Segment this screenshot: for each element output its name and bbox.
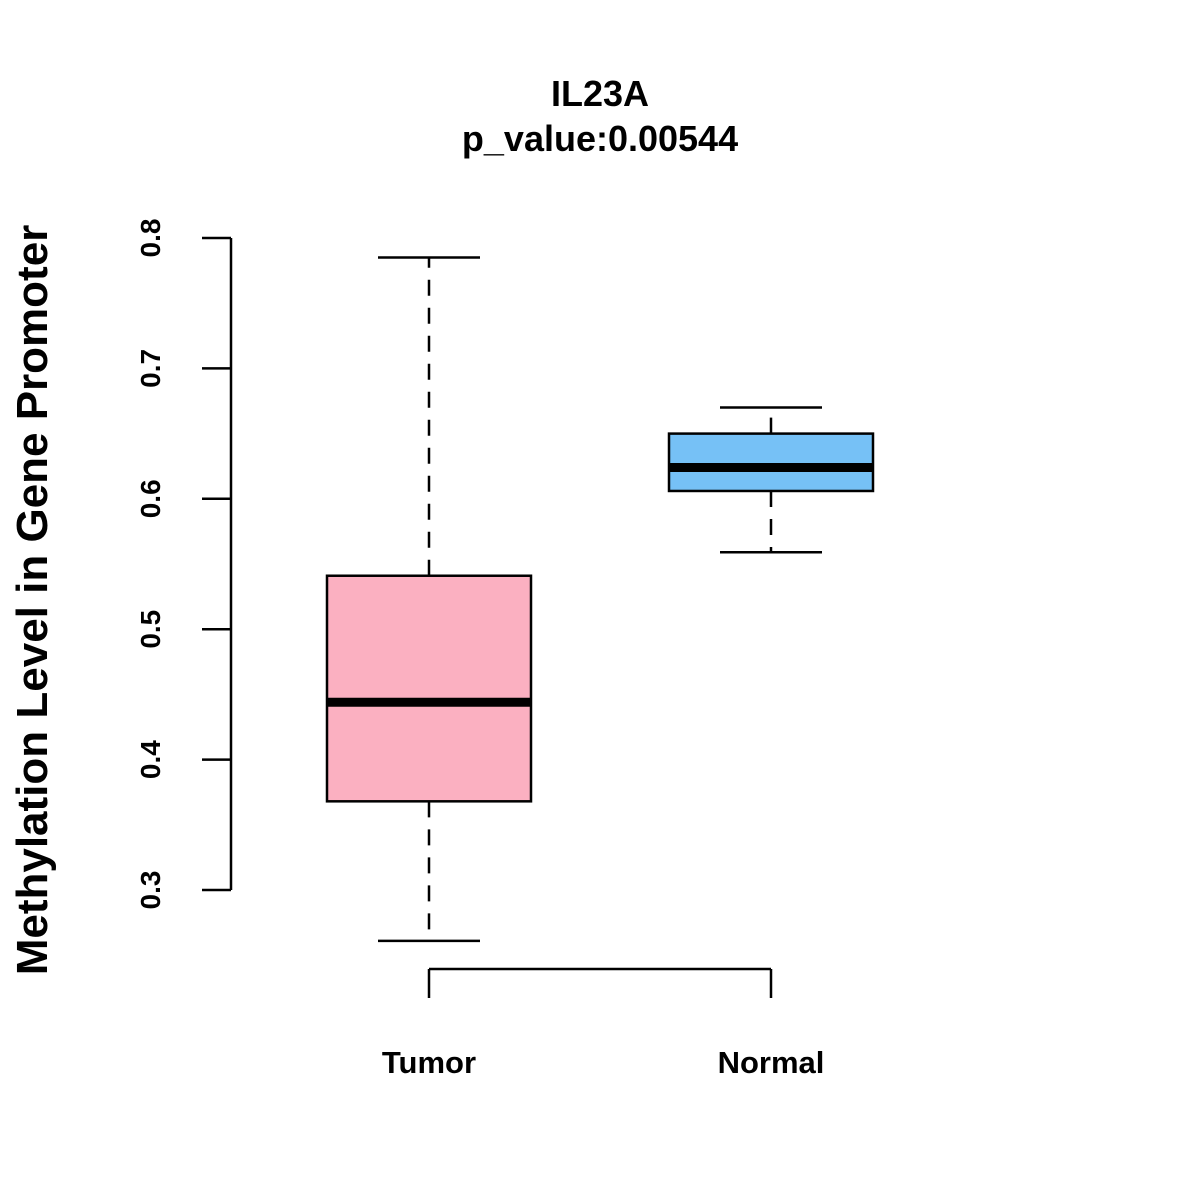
y-tick-label: 0.4 xyxy=(135,740,166,779)
x-tick-label: Normal xyxy=(718,1045,825,1080)
box-normal xyxy=(667,406,875,554)
y-axis-label: Methylation Level in Gene Promoter xyxy=(8,225,57,976)
iqr-box xyxy=(667,432,875,493)
y-tick-label: 0.3 xyxy=(135,871,166,910)
y-tick-label: 0.6 xyxy=(135,479,166,518)
box-group xyxy=(325,256,875,943)
y-tick-label: 0.5 xyxy=(135,610,166,649)
y-axis: 0.3 0.4 0.5 0.6 0.7 0.8 xyxy=(135,219,233,910)
iqr-box xyxy=(325,574,533,803)
chart-title: IL23A xyxy=(551,73,649,114)
chart-subtitle: p_value:0.00544 xyxy=(462,118,738,159)
y-tick-label: 0.8 xyxy=(135,219,166,258)
box-tumor xyxy=(325,256,533,943)
y-tick-label: 0.7 xyxy=(135,349,166,388)
x-axis: Tumor Normal xyxy=(382,967,825,1080)
x-tick-label: Tumor xyxy=(382,1045,476,1080)
